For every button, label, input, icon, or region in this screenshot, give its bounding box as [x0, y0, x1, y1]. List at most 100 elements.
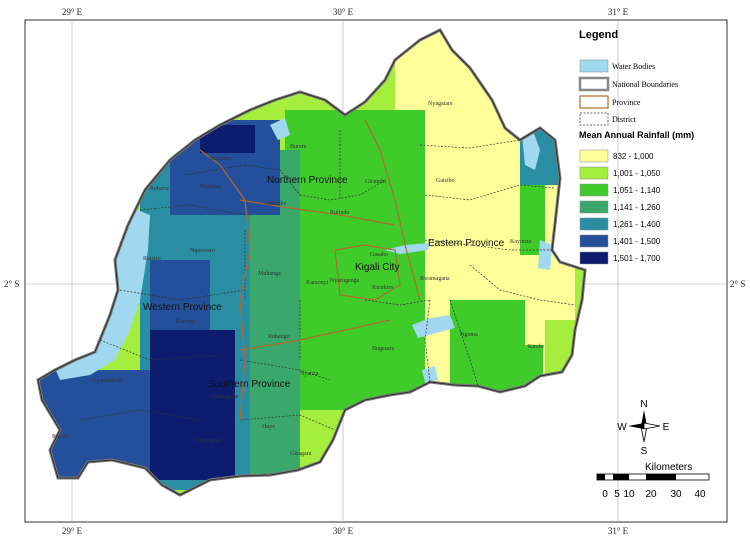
scale-bar: Kilometers 0 5 10 20 30 40	[596, 462, 710, 500]
district-label: Nyagatare	[428, 101, 453, 107]
compass-needle-west-icon	[628, 423, 644, 429]
rainfall-class-swatch	[579, 200, 609, 214]
rainfall-class-label: 1,401 - 1,500	[613, 237, 661, 246]
district-label: Gasabo	[370, 252, 388, 258]
province-swatch-icon	[579, 95, 609, 109]
legend: Legend Water Bodies National Boundaries …	[578, 29, 694, 265]
zone-1501-1700-south	[150, 330, 235, 480]
district-label: Kayonza	[510, 239, 532, 245]
tick-bottom-30: 30° E	[333, 526, 354, 536]
boundary-swatch-icon	[578, 76, 610, 92]
lake-ihema	[522, 128, 540, 170]
district-label: Rulindo	[330, 210, 349, 216]
label-eastern-province: Eastern Province	[428, 238, 505, 249]
rainfall-class-label: 1,141 - 1,260	[613, 203, 661, 212]
scale-labels: 0 5 10 20 30 40	[602, 489, 706, 500]
rainfall-class-label: 1,001 - 1,050	[613, 169, 661, 178]
compass-n: N	[640, 399, 647, 410]
district-label: Nyanza	[300, 371, 319, 377]
tick-top-30: 30° E	[333, 7, 354, 17]
compass-needle-north-icon	[641, 410, 647, 426]
legend-item-boundaries: National Boundaries	[612, 80, 678, 89]
rainfall-class-swatch	[579, 234, 609, 248]
district-label: Gatsibo	[436, 178, 455, 184]
zone-1051-1140-central	[285, 110, 425, 410]
rainfall-class-swatch	[579, 183, 609, 197]
district-label: Gicumbi	[365, 179, 386, 185]
tick-top-31: 31° E	[608, 7, 629, 17]
scale-unit: Kilometers	[645, 462, 692, 473]
scale-label: 0	[602, 489, 608, 500]
rainfall-class-label: 832 - 1,000	[613, 152, 654, 161]
tick-top-29: 29° E	[62, 7, 83, 17]
tick-left-2s: 2° S	[4, 279, 19, 289]
rainfall-class-label: 1,051 - 1,140	[613, 186, 661, 195]
district-labels: Nyagatare Gatsibo Kayonza Kirehe Ngoma B…	[52, 101, 545, 457]
district-label: Gisagara	[290, 451, 312, 457]
rainfall-class-swatch	[579, 251, 609, 265]
district-label: Nyarugenge	[330, 278, 360, 284]
scale-label: 10	[623, 489, 635, 500]
district-label: Ngororero	[190, 248, 215, 254]
lake-burera	[270, 118, 290, 140]
district-label: Rubavu	[150, 186, 169, 192]
district-label: Nyamasheke	[92, 378, 123, 384]
scale-label: 30	[670, 489, 682, 500]
district-label: Kamonyi	[306, 280, 329, 286]
rainfall-class-swatch	[579, 217, 609, 231]
lake-rwesero	[538, 240, 552, 270]
district-label: Nyabihu	[200, 184, 221, 190]
label-western-province: Western Province	[143, 302, 222, 313]
rainfall-legend-title: Mean Annual Rainfall (mm)	[579, 130, 694, 140]
district-boundaries	[79, 130, 576, 431]
legend-item-district: District	[612, 115, 637, 124]
tick-bottom-31: 31° E	[608, 526, 629, 536]
lake-kivu	[55, 205, 150, 380]
compass-s: S	[641, 446, 648, 457]
district-label: Muhanga	[258, 271, 281, 277]
district-label: Nyamagabe	[210, 394, 239, 400]
district-swatch-icon	[579, 112, 609, 126]
lake-rweru	[422, 366, 438, 382]
district-label: Ruhango	[268, 334, 290, 340]
scale-label: 5	[614, 489, 620, 500]
district-label: Huye	[262, 424, 275, 430]
label-northern-province: Northern Province	[267, 175, 348, 186]
compass-e: E	[663, 422, 670, 433]
tick-labels: 29° E 30° E 31° E 29° E 30° E 31° E 2° S…	[4, 7, 745, 536]
compass-w: W	[617, 422, 627, 433]
label-southern-province: Southern Province	[208, 379, 291, 390]
tick-bottom-29: 29° E	[62, 526, 83, 536]
water-swatch-icon	[579, 59, 609, 73]
district-label: Musanze	[210, 156, 232, 162]
district-label: Nyaruguru	[195, 438, 221, 444]
district-label: Rusizi	[52, 434, 68, 440]
scale-label: 20	[645, 489, 657, 500]
scale-label: 40	[694, 489, 706, 500]
district-label: Rwamagana	[420, 276, 450, 282]
legend-item-province: Province	[612, 98, 641, 107]
province-boundaries	[199, 119, 421, 421]
lake-muhazi	[385, 243, 430, 254]
label-kigali-city: Kigali City	[355, 262, 399, 273]
district-label: Gakenke	[265, 201, 287, 207]
legend-title: Legend	[579, 29, 618, 41]
zone-1401-1500-nyungwe	[150, 260, 210, 330]
legend-item-water: Water Bodies	[612, 62, 655, 71]
rainfall-class-label: 1,261 - 1,400	[613, 220, 661, 229]
rainfall-class-swatch	[579, 149, 609, 163]
province-labels: Northern Province Eastern Province Weste…	[143, 175, 505, 390]
district-label: Karongi	[176, 319, 196, 325]
rainfall-class-label: 1,501 - 1,700	[613, 254, 661, 263]
district-label: Ngoma	[460, 332, 478, 338]
rainfall-class-swatch	[579, 166, 609, 180]
north-arrow: N S E W	[617, 399, 669, 457]
tick-right-2s: 2° S	[730, 279, 745, 289]
district-label: Rutsiro	[143, 256, 161, 262]
district-label: Kirehe	[528, 344, 545, 350]
district-label: Kicukiro	[372, 285, 393, 291]
lake-mugesera	[412, 315, 455, 338]
district-label: Burera	[290, 144, 307, 150]
district-label: Bugesera	[372, 346, 395, 352]
